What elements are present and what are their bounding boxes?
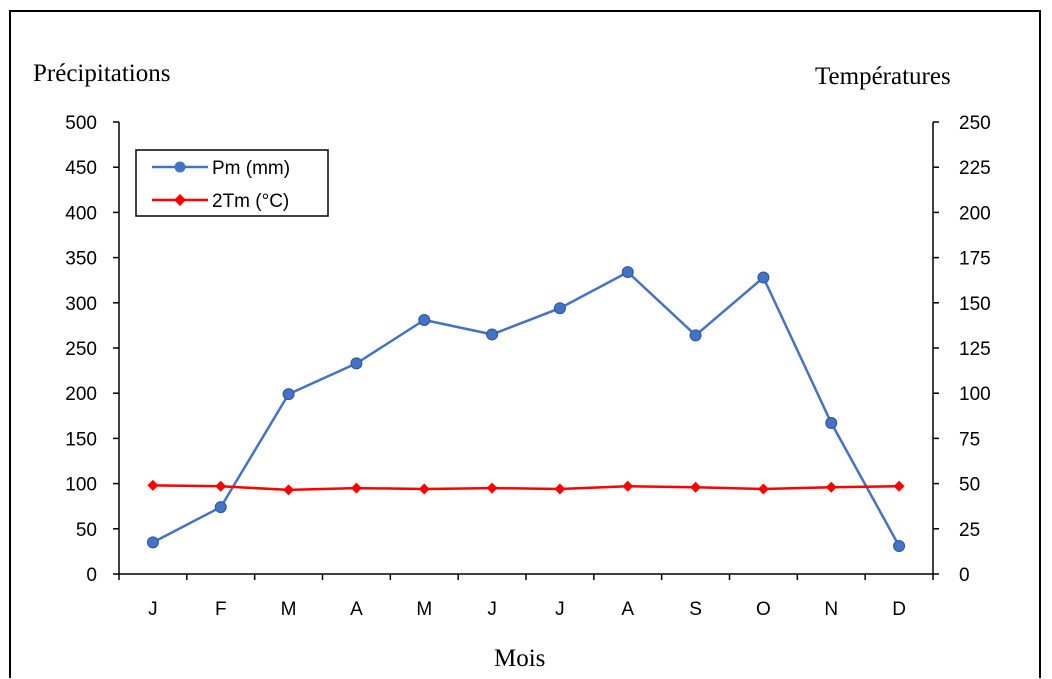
right-y-tick-label: 250: [959, 113, 991, 134]
right-y-tick-label: 100: [959, 384, 991, 405]
right-y-tick-label: 200: [959, 203, 991, 224]
data-point-temp: [486, 482, 498, 494]
x-tick-label: J: [555, 599, 565, 620]
chart-frame: [9, 10, 1041, 678]
left-axis-title: Précipitations: [33, 60, 171, 87]
legend-label-temp: 2Tm (°C): [212, 191, 289, 212]
x-tick-label: J: [148, 599, 158, 620]
data-point-pm: [350, 357, 363, 370]
left-y-tick-label: 250: [65, 339, 97, 360]
data-point-pm: [689, 329, 702, 342]
data-point-temp: [283, 484, 295, 496]
x-tick-label: O: [756, 599, 771, 620]
right-y-tick-label: 175: [959, 249, 991, 270]
left-y-tick-label: 450: [65, 158, 97, 179]
legend-label-pm: Pm (mm): [212, 158, 290, 179]
data-point-temp: [622, 480, 634, 492]
series-line-temp: [152, 484, 900, 492]
right-y-tick-label: 125: [959, 339, 991, 360]
data-point-temp: [350, 482, 362, 494]
left-y-tick-label: 150: [65, 429, 97, 450]
x-tick-label: N: [824, 599, 838, 620]
data-point-pm: [893, 539, 906, 552]
data-point-pm: [757, 271, 770, 284]
data-point-temp: [215, 480, 227, 492]
data-point-temp: [554, 483, 566, 495]
x-tick-label: A: [621, 599, 634, 620]
left-y-tick-label: 300: [65, 294, 97, 315]
data-point-pm: [214, 501, 227, 514]
data-point-pm: [621, 266, 634, 279]
legend-box: [135, 149, 329, 217]
data-point-pm: [825, 417, 838, 430]
data-point-temp: [757, 483, 769, 495]
x-tick-label: D: [892, 599, 906, 620]
x-tick-label: F: [215, 599, 227, 620]
right-y-tick-label: 75: [959, 429, 980, 450]
series-line-pm: [152, 270, 901, 547]
data-point-temp: [418, 483, 430, 495]
left-y-tick-label: 400: [65, 203, 97, 224]
data-point-temp: [690, 481, 702, 493]
right-y-tick-label: 50: [959, 475, 980, 496]
right-y-tick-label: 225: [959, 158, 991, 179]
x-tick-label: A: [350, 599, 363, 620]
right-y-tick-label: 25: [959, 520, 980, 541]
right-axis-title: Températures: [815, 63, 951, 90]
left-y-tick-label: 500: [65, 113, 97, 134]
data-point-temp: [825, 481, 837, 493]
data-point-pm: [486, 328, 499, 341]
data-point-temp: [893, 480, 905, 492]
data-point-pm: [282, 388, 295, 401]
left-y-tick-label: 200: [65, 384, 97, 405]
x-tick-label: S: [689, 599, 702, 620]
x-axis-title: Mois: [494, 645, 546, 672]
right-y-tick-label: 150: [959, 294, 991, 315]
right-y-tick-label: 0: [959, 565, 970, 586]
left-y-tick-label: 350: [65, 249, 97, 270]
data-point-pm: [418, 313, 431, 326]
legend: Pm (mm) 2Tm (°C): [135, 149, 329, 217]
x-tick-label: J: [487, 599, 497, 620]
left-y-tick-label: 100: [65, 475, 97, 496]
data-point-temp: [147, 479, 159, 491]
legend-marker-temp: [174, 194, 186, 206]
left-y-tick-label: 50: [76, 520, 97, 541]
x-tick-label: M: [281, 599, 297, 620]
left-y-tick-label: 0: [86, 565, 97, 586]
legend-marker-pm: [174, 161, 186, 173]
data-point-pm: [553, 302, 566, 315]
data-point-pm: [146, 536, 159, 549]
x-tick-label: M: [416, 599, 432, 620]
